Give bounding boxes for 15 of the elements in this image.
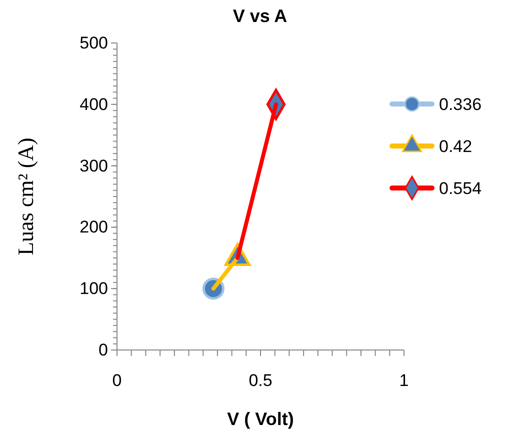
y-tick-label: 500	[80, 33, 108, 52]
x-tick-label: 0	[112, 371, 122, 390]
y-tick-label: 100	[80, 279, 108, 298]
chart-title: V vs A	[232, 6, 288, 26]
x-tick-label: 1	[399, 371, 409, 390]
y-tick-label: 200	[80, 218, 108, 237]
y-tick-label: 300	[80, 156, 108, 176]
y-tick-label: 0	[98, 340, 108, 360]
x-axis-title: V ( Volt)	[227, 409, 294, 429]
legend-label: 0.42	[439, 137, 472, 156]
y-axis-title: Luas cm² (A)	[13, 138, 38, 256]
legend-label: 0.336	[439, 95, 482, 114]
y-tick-label: 400	[80, 94, 108, 114]
legend-label: 0.554	[439, 179, 482, 198]
x-tick-label: 0.5	[248, 371, 272, 390]
